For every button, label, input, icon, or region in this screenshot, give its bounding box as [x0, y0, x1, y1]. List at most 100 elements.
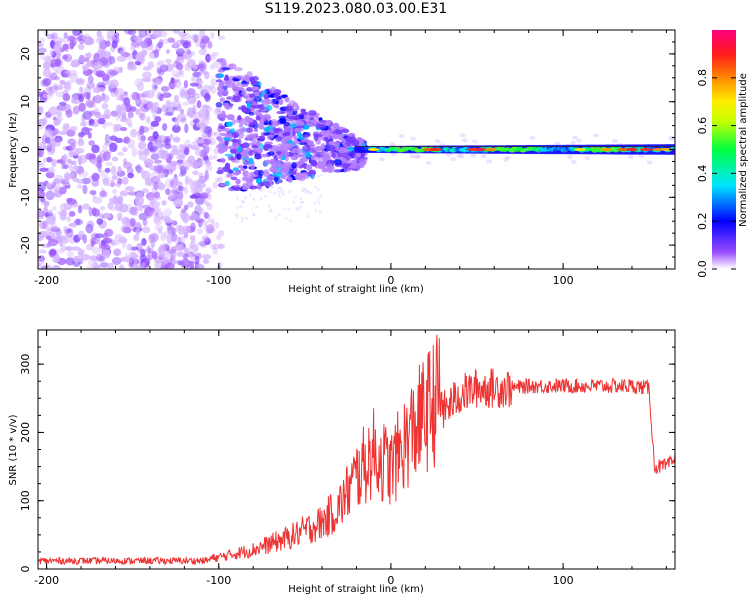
spectrogram-cell — [108, 70, 119, 76]
spectrogram-cell — [195, 218, 205, 223]
spectrogram-cell — [310, 159, 318, 167]
spectrogram-cell — [94, 61, 99, 72]
spectrogram-cell — [184, 123, 189, 134]
spectrogram-cell — [277, 98, 284, 106]
spectrogram-cell — [48, 238, 58, 247]
spectrogram-cell — [45, 54, 52, 63]
spectrogram-cell — [301, 189, 305, 193]
spectrogram-cell — [191, 33, 200, 42]
spectrogram-cell — [98, 43, 108, 50]
spectrogram-cell — [627, 155, 634, 160]
spectrogram-cell — [144, 177, 154, 185]
spectrogram-cell — [204, 71, 210, 80]
spectrogram-cell — [116, 95, 122, 101]
spectrogram-cell — [128, 251, 138, 260]
spectrogram-cell — [231, 118, 237, 125]
spectrogram-cell — [305, 150, 311, 158]
spectrogram-cell — [141, 262, 146, 267]
spectrogram-cell — [56, 64, 62, 75]
spectrogram-cell — [217, 176, 223, 182]
spectrogram-cell — [55, 138, 62, 147]
spectrogram-cell — [133, 264, 141, 269]
spectrogram-cell — [171, 69, 180, 78]
spectrogram-cell — [171, 79, 180, 84]
spectrogram-cell — [55, 91, 66, 98]
spectrogram-cell — [127, 30, 137, 36]
spectrogram-cell — [203, 116, 211, 121]
spectrogram-cell — [262, 173, 266, 177]
spectrogram-cell — [248, 193, 252, 197]
spectrogram-cell — [205, 230, 211, 236]
spectrogram-cell — [141, 77, 152, 83]
spectrogram-cell — [173, 198, 184, 208]
spectrogram-cell — [151, 82, 158, 92]
spectrogram-cell — [235, 129, 244, 135]
spectrogram-cell — [88, 206, 93, 217]
spectrogram-cell — [277, 163, 282, 168]
spectrogram-cell — [319, 160, 327, 167]
spectrogram-cell — [163, 218, 174, 224]
spectrogram-cell — [61, 73, 69, 78]
spectrogram-cell — [123, 136, 131, 144]
spectrogram-cell — [343, 147, 348, 153]
spectrogram-cell — [134, 98, 141, 104]
spectrogram-cell — [281, 163, 288, 171]
spectrogram-cell — [202, 220, 209, 227]
spectrogram-cell — [268, 190, 272, 194]
spectrogram-cell — [123, 91, 128, 97]
spectrogram-cell — [651, 148, 664, 151]
spectrogram-cell — [40, 265, 47, 269]
spectrogram-cell — [62, 164, 69, 170]
spectrogram-cell — [56, 159, 64, 164]
spectrogram-cell — [206, 203, 213, 211]
spectrogram-cell — [46, 147, 52, 152]
spectrogram-cell — [212, 60, 220, 69]
spectrogram-cell — [258, 122, 264, 129]
spectrogram-cell — [189, 235, 196, 241]
spectrogram-cell — [134, 60, 141, 66]
spectrogram-cell — [219, 97, 226, 103]
spectrogram-cell — [38, 230, 48, 238]
spectrogram-cell — [229, 157, 236, 161]
spectrogram-cell — [93, 108, 100, 116]
spectrogram-cell — [203, 138, 212, 145]
spectrogram-cell — [215, 101, 223, 108]
spectrogram-cell — [143, 206, 154, 217]
spectrogram-cell — [195, 159, 206, 164]
spectrogram-cell — [66, 198, 77, 205]
spectrogram-cell — [101, 92, 106, 101]
spectrogram-cell — [127, 172, 135, 179]
spectrogram-cell — [43, 201, 50, 208]
spectrogram-cell — [67, 158, 72, 164]
spectrogram-cell — [53, 43, 61, 53]
spectrogram-cell — [259, 188, 263, 192]
spectrogram-cell — [172, 235, 182, 244]
spectrogram-cell — [216, 136, 223, 141]
spectrogram-cell — [294, 195, 298, 199]
spectrogram-cell — [310, 173, 315, 180]
spectrogram-cell — [179, 235, 186, 245]
spectrogram-cell — [277, 194, 281, 198]
spectrogram-cell — [44, 128, 54, 138]
snr-axes: -200 -100 0 100 0 100 200 300 — [19, 329, 675, 587]
spectrogram-cell — [208, 137, 216, 146]
spectrogram-cell — [429, 148, 442, 151]
spectrogram-cell — [42, 78, 52, 87]
spectrogram-cell — [87, 132, 92, 139]
spectrogram-cell — [216, 109, 222, 116]
spectrogram-cell — [155, 78, 162, 86]
spectrogram-cell — [225, 174, 233, 178]
spectrogram-cell — [174, 78, 182, 89]
spectrogram-cell — [162, 38, 170, 45]
spectrogram-cell — [204, 237, 211, 245]
spectrogram-cell — [131, 206, 137, 216]
spectrogram-cell — [162, 257, 170, 264]
spectrogram-cell — [312, 118, 320, 124]
spectrogram-cell — [151, 77, 157, 83]
spectrogram-cell — [199, 30, 206, 39]
spectrogram-cell — [252, 186, 256, 190]
spectrogram-cell — [246, 127, 253, 133]
spectrogram-cell — [216, 86, 224, 92]
spectrogram-cell — [202, 199, 209, 204]
chart-title: S119.2023.080.03.00.E31 — [264, 1, 448, 17]
